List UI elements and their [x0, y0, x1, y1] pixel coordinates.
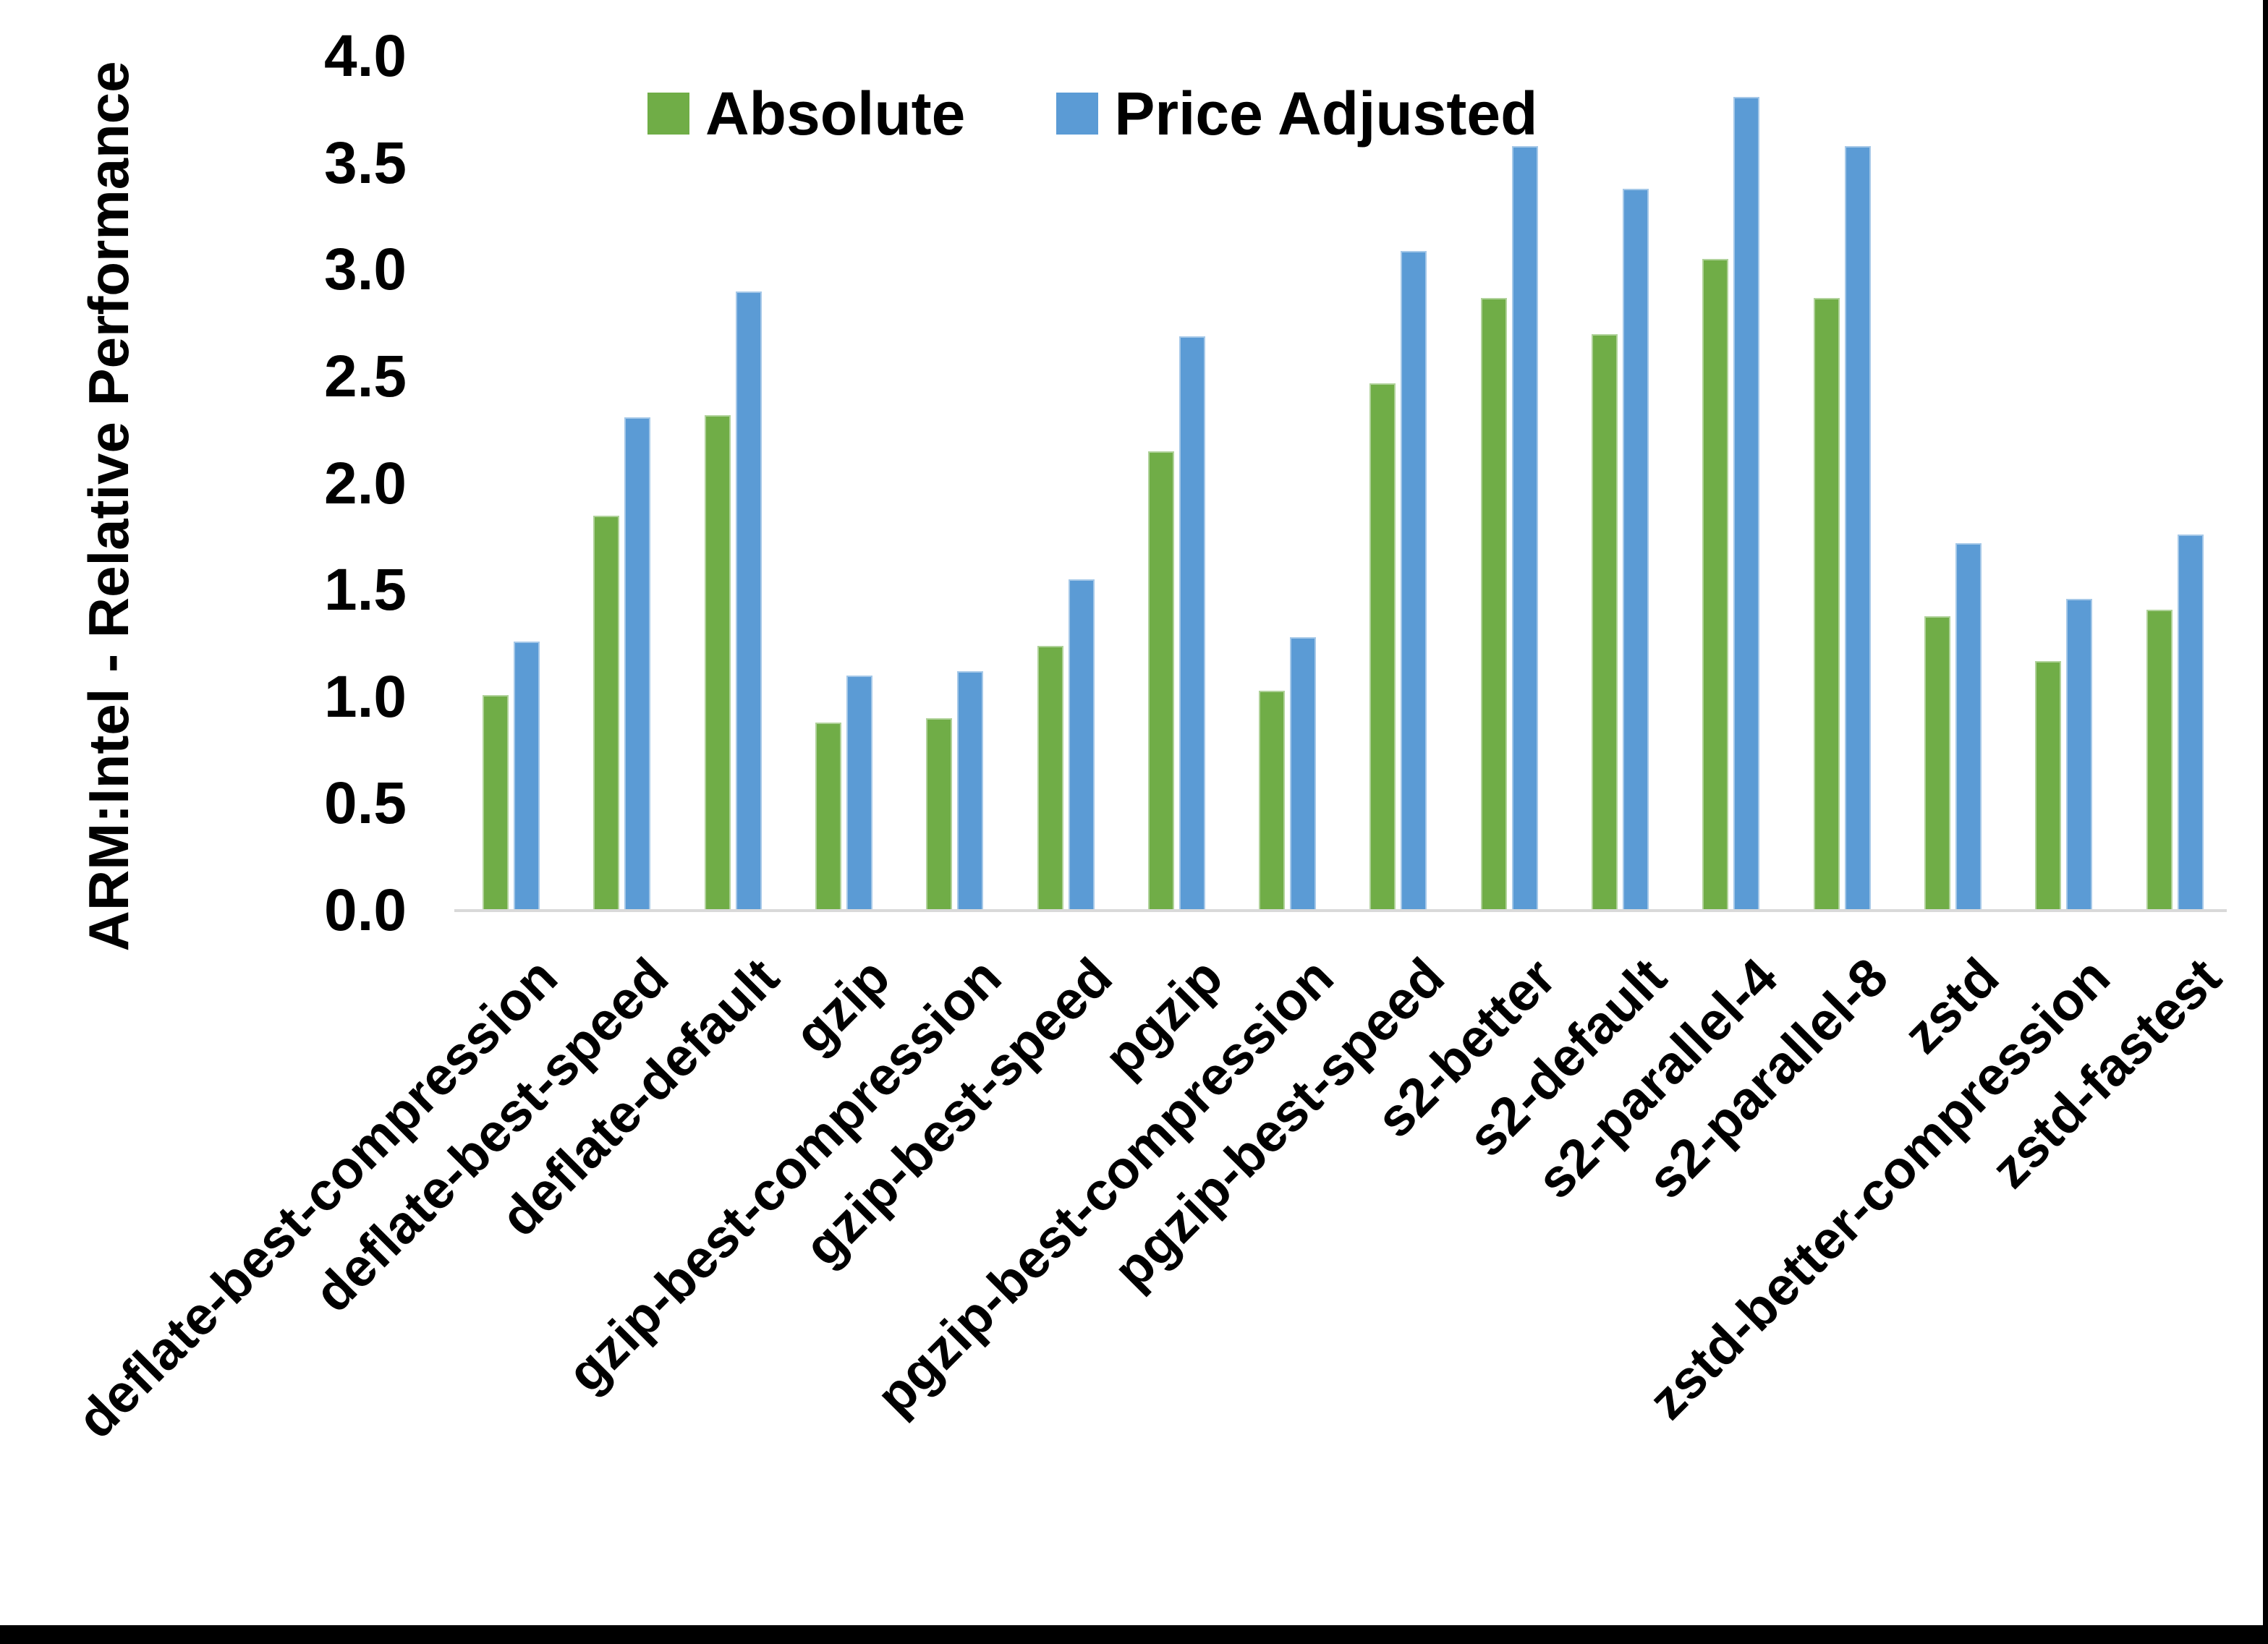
bar-absolute-zstd-better-compression: [2035, 660, 2062, 911]
bar-price-adjusted-deflate-best-compression: [514, 641, 540, 911]
bar-price-adjusted-gzip-best-compression: [957, 671, 984, 911]
y-tick-label: 2.5: [324, 343, 407, 409]
y-tick-label: 0.0: [324, 877, 407, 943]
bar-price-adjusted-s2-parallel-4: [1733, 97, 1760, 911]
y-tick-label: 0.5: [324, 770, 407, 837]
y-tick-label: 2.0: [324, 450, 407, 516]
y-tick-label: 1.0: [324, 663, 407, 730]
bar-price-adjusted-zstd-fastest: [2177, 534, 2204, 911]
right-border: [2263, 0, 2268, 1644]
bar-price-adjusted-pgzip-best-compression: [1290, 637, 1317, 911]
bar-price-adjusted-pgzip-best-speed: [1401, 250, 1427, 911]
bottom-border: [0, 1625, 2268, 1644]
price-adjusted-series-swatch-icon: [1056, 93, 1099, 135]
bar-absolute-pgzip: [1147, 451, 1174, 911]
legend-label-price-adjusted: Price Adjusted: [1114, 79, 1538, 148]
bar-absolute-pgzip-best-speed: [1369, 383, 1396, 911]
bar-absolute-deflate-best-compression: [483, 694, 509, 911]
bar-price-adjusted-s2-default: [1623, 189, 1649, 911]
bar-absolute-gzip-best-compression: [926, 718, 953, 911]
bar-absolute-s2-parallel-8: [1813, 297, 1840, 911]
bar-absolute-gzip-best-speed: [1037, 645, 1063, 911]
absolute-series-swatch-icon: [647, 93, 689, 135]
bar-price-adjusted-deflate-default: [735, 291, 762, 911]
bar-absolute-gzip: [815, 723, 841, 911]
bar-price-adjusted-s2-parallel-8: [1844, 146, 1871, 911]
bar-absolute-zstd-fastest: [2146, 609, 2173, 911]
bar-absolute-s2-default: [1592, 333, 1618, 911]
y-axis-title: ARM:Intel - Relative Performance: [77, 61, 140, 952]
y-tick-label: 1.5: [324, 557, 407, 623]
bar-absolute-s2-better: [1480, 297, 1507, 911]
x-axis-line: [454, 909, 2227, 912]
bar-price-adjusted-zstd: [1955, 543, 1982, 911]
y-tick-label: 3.5: [324, 129, 407, 196]
bar-absolute-pgzip-best-compression: [1259, 690, 1286, 911]
legend: Absolute Price Adjusted: [647, 80, 1537, 148]
bar-absolute-s2-parallel-4: [1702, 259, 1729, 911]
bar-absolute-zstd: [1924, 616, 1950, 911]
legend-label-absolute: Absolute: [705, 79, 966, 148]
bar-price-adjusted-pgzip: [1178, 336, 1205, 911]
bar-absolute-deflate-best-speed: [593, 515, 620, 911]
bar-price-adjusted-zstd-better-compression: [2066, 598, 2093, 911]
legend-item-absolute: Absolute: [647, 79, 965, 149]
bar-price-adjusted-gzip: [846, 676, 872, 911]
legend-item-price-adjusted: Price Adjusted: [1056, 79, 1537, 149]
bar-price-adjusted-deflate-best-speed: [624, 417, 651, 911]
bar-price-adjusted-gzip-best-speed: [1068, 579, 1095, 911]
bar-absolute-deflate-default: [704, 415, 731, 911]
y-tick-label: 3.0: [324, 237, 407, 303]
bar-price-adjusted-s2-better: [1511, 146, 1538, 911]
y-tick-label: 4.0: [324, 23, 407, 89]
x-category-label: deflate-best-compression: [65, 946, 569, 1450]
